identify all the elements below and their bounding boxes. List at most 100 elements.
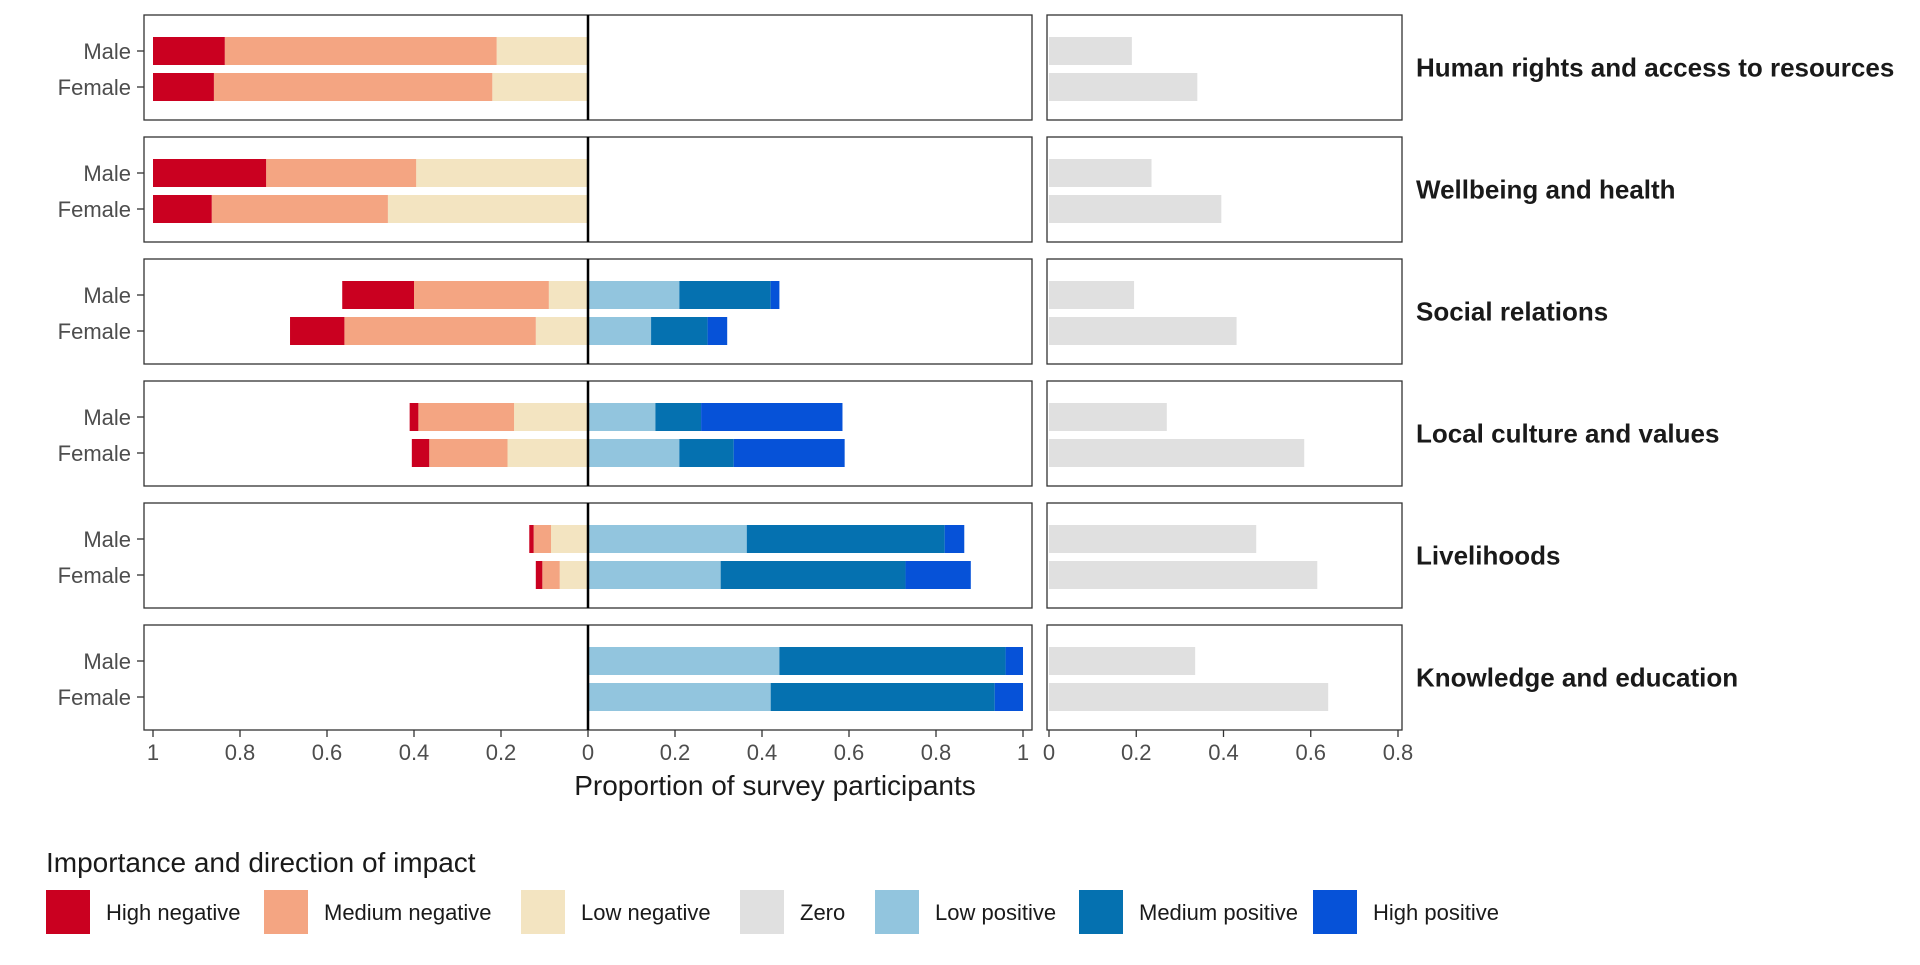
bar-zero: [1049, 159, 1152, 187]
bar-med_pos: [679, 281, 771, 309]
legend-key: [264, 890, 308, 934]
facet-2: Male Female Social relations: [58, 258, 1608, 365]
bar-high_neg: [153, 37, 225, 65]
bar-med_neg: [224, 37, 497, 65]
row-label: Male: [83, 649, 131, 674]
x-tick-label: 0.8: [921, 740, 952, 765]
right-panel-frame: [1046, 502, 1403, 609]
row-label: Female: [58, 441, 131, 466]
legend-label: High positive: [1373, 900, 1499, 925]
bar-med_pos: [651, 317, 708, 345]
bar-low_neg: [559, 561, 588, 589]
bar-med_neg: [211, 195, 388, 223]
bar-high_pos: [905, 561, 971, 589]
bar-zero: [1049, 195, 1222, 223]
bar-low_pos: [588, 403, 656, 431]
bar-med_neg: [533, 525, 552, 553]
facet-0: Male Female Human rights and access to res…: [58, 14, 1894, 121]
row-label: Female: [58, 75, 131, 100]
bar-low_pos: [588, 525, 747, 553]
bar-high_neg: [153, 73, 214, 101]
x-tick-label: 0.4: [747, 740, 778, 765]
bar-low_neg: [387, 195, 588, 223]
x-tick-label: 0.4: [399, 740, 430, 765]
bar-high_neg: [529, 525, 534, 553]
x-tick-label: 0.2: [1121, 740, 1152, 765]
legend-item: Low positive: [875, 890, 1056, 934]
x-tick-label: 0: [582, 740, 594, 765]
bar-low_pos: [588, 683, 771, 711]
row-label: Female: [58, 319, 131, 344]
bar-low_pos: [588, 647, 780, 675]
bar-low_neg: [416, 159, 588, 187]
facet-5: Male Female Knowledge and education: [58, 624, 1738, 731]
legend-label: Low positive: [935, 900, 1056, 925]
bar-med_neg: [344, 317, 536, 345]
legend-title: Importance and direction of impact: [46, 847, 476, 878]
bar-high_neg: [153, 159, 267, 187]
legend-item: High negative: [46, 890, 241, 934]
legend-key: [1079, 890, 1123, 934]
bar-low_neg: [507, 439, 588, 467]
bar-zero: [1049, 317, 1237, 345]
bar-med_pos: [770, 683, 995, 711]
bar-zero: [1049, 403, 1167, 431]
row-label: Female: [58, 685, 131, 710]
right-panel-frame: [1046, 14, 1403, 121]
row-label: Male: [83, 39, 131, 64]
bar-med_pos: [720, 561, 906, 589]
legend-item: High positive: [1313, 890, 1499, 934]
bar-low_neg: [496, 37, 588, 65]
facet-strip-label: Local culture and values: [1416, 419, 1719, 449]
facet-strip-label: Wellbeing and health: [1416, 175, 1676, 205]
legend-label: Zero: [800, 900, 845, 925]
bar-zero: [1049, 525, 1257, 553]
row-label: Male: [83, 161, 131, 186]
x-tick-label: 0.6: [312, 740, 343, 765]
legend-item: Medium negative: [264, 890, 492, 934]
bar-med_neg: [414, 281, 549, 309]
x-tick-label: 1: [147, 740, 159, 765]
bar-high_neg: [342, 281, 414, 309]
bar-high_neg: [409, 403, 419, 431]
bar-high_pos: [944, 525, 965, 553]
facet-strip-label: Human rights and access to resources: [1416, 53, 1894, 83]
bar-zero: [1049, 281, 1135, 309]
x-tick-label: 1: [1017, 740, 1029, 765]
facet-1: Male Female Wellbeing and health: [58, 136, 1676, 243]
x-tick-label: 0.2: [486, 740, 517, 765]
bar-med_pos: [746, 525, 945, 553]
bar-high_pos: [707, 317, 728, 345]
bar-low_neg: [551, 525, 588, 553]
facet-strip-label: Livelihoods: [1416, 541, 1560, 571]
bar-high_pos: [701, 403, 843, 431]
bar-med_neg: [213, 73, 493, 101]
facet-strip-label: Social relations: [1416, 297, 1608, 327]
bar-low_pos: [588, 561, 721, 589]
legend-label: High negative: [106, 900, 241, 925]
legend-key: [740, 890, 784, 934]
bar-low_pos: [588, 439, 680, 467]
right-panel-frame: [1046, 258, 1403, 365]
bar-low_pos: [588, 317, 652, 345]
bar-med_neg: [418, 403, 515, 431]
x-tick-label: 0.6: [1295, 740, 1326, 765]
bar-med_neg: [429, 439, 508, 467]
bar-high_pos: [733, 439, 845, 467]
legend-key: [521, 890, 565, 934]
legend-key: [1313, 890, 1357, 934]
axes-layer: 1 0.8 0.6 0.4 0.2 0 0.2 0.4 0.6 0.8 1 0 0.2 0.4 0.6 0.8: [147, 730, 1413, 765]
panels-layer: Male Female Human rights and access to res…: [58, 14, 1894, 731]
bar-high_pos: [770, 281, 780, 309]
legend-item: Medium positive: [1079, 890, 1298, 934]
bar-high_pos: [994, 683, 1023, 711]
row-label: Male: [83, 527, 131, 552]
facet-strip-label: Knowledge and education: [1416, 663, 1738, 693]
legend: High negative Medium negative Low negative…: [46, 890, 1499, 934]
row-label: Male: [83, 283, 131, 308]
right-panel-frame: [1046, 136, 1403, 243]
bar-zero: [1049, 683, 1329, 711]
bar-high_neg: [535, 561, 543, 589]
